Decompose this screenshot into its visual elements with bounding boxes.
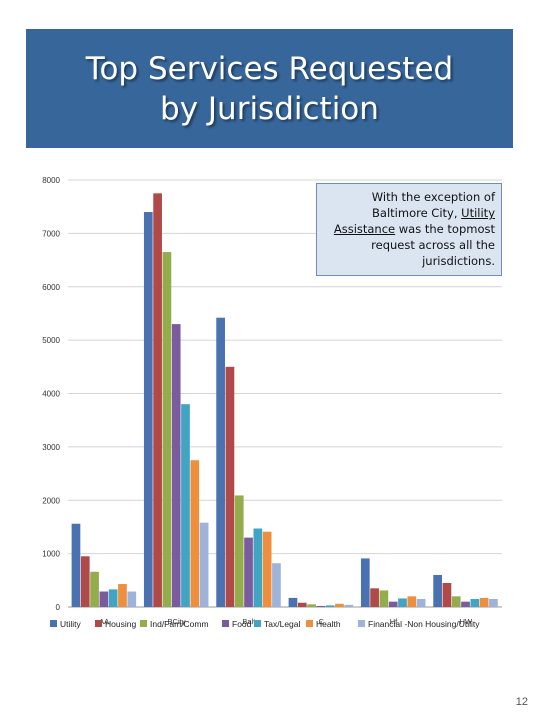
legend-label: Health — [316, 619, 341, 629]
bar — [479, 597, 489, 607]
bar — [153, 193, 162, 607]
bar — [398, 598, 407, 607]
bar — [244, 537, 253, 607]
y-axis-ticks: 0 1000 2000 3000 4000 5000 6000 7000 8000 — [42, 176, 60, 612]
bar — [344, 604, 354, 607]
bar — [162, 252, 172, 607]
bar — [199, 522, 209, 607]
bar — [316, 605, 326, 607]
bar — [307, 604, 316, 607]
x-tick-label: Balt — [242, 617, 256, 626]
bar — [80, 556, 90, 607]
x-axis-ticks: AA BCity Balt C Hf HW — [99, 617, 473, 626]
x-tick-label: C — [318, 617, 324, 626]
y-tick-label: 4000 — [42, 390, 60, 399]
x-tick-label: BCity — [168, 617, 186, 626]
y-tick-label: 1000 — [42, 550, 60, 559]
bar — [360, 558, 370, 607]
bar — [225, 366, 235, 607]
legend-swatch — [140, 620, 147, 627]
legend-swatch — [50, 620, 57, 627]
bar — [297, 602, 307, 607]
x-tick-label: Hf — [390, 617, 398, 626]
y-tick-label: 8000 — [42, 176, 60, 185]
bar — [171, 324, 181, 607]
bar — [379, 590, 389, 607]
legend-swatch — [222, 620, 229, 627]
bar — [442, 582, 452, 607]
legend-label: Financial -Non Housing/Utility — [368, 619, 480, 629]
x-tick-label: AA — [99, 617, 109, 626]
y-tick-label: 6000 — [42, 283, 60, 292]
bar — [461, 601, 470, 607]
y-tick-label: 3000 — [42, 443, 60, 452]
callout-text: With the exception of Baltimore City, Ut… — [323, 189, 495, 269]
bar — [99, 591, 109, 607]
bar — [272, 563, 281, 607]
legend-label: Food — [232, 619, 252, 629]
legend-label: Tax/Legal — [264, 619, 300, 629]
bar — [335, 603, 344, 607]
y-tick-label: 2000 — [42, 496, 60, 505]
bar — [416, 598, 426, 607]
bar — [143, 212, 153, 607]
legend-swatch — [358, 620, 365, 627]
bar — [90, 571, 99, 607]
legend-swatch — [306, 620, 313, 627]
bar — [325, 605, 335, 607]
bar — [253, 528, 263, 607]
page-title: Top Services Requested by Jurisdiction — [85, 50, 454, 127]
bar — [407, 596, 417, 607]
callout-text-before: With the exception of Baltimore City, — [371, 190, 495, 220]
bar — [108, 589, 118, 607]
bar — [118, 584, 127, 607]
legend-label: Housing — [105, 619, 136, 629]
bar — [451, 596, 461, 607]
bar — [262, 531, 272, 607]
bar — [388, 601, 398, 607]
bar — [181, 404, 190, 607]
bar — [127, 591, 137, 607]
bar — [216, 317, 225, 607]
legend-label: Utility — [60, 619, 82, 629]
page-number: 12 — [515, 696, 528, 708]
callout-box: With the exception of Baltimore City, Ut… — [316, 183, 502, 276]
bar — [288, 597, 298, 607]
legend: Utility Housing Ind/Fam/Comm Food Tax/Legal H… — [50, 619, 480, 629]
title-banner: Top Services Requested by Jurisdiction — [26, 29, 513, 148]
legend-label: Ind/Fam/Comm — [150, 619, 209, 629]
bar — [234, 495, 244, 607]
x-tick-label: HW — [460, 617, 473, 626]
bar — [433, 574, 442, 607]
bar — [190, 460, 200, 607]
bar — [470, 598, 480, 607]
y-tick-label: 0 — [56, 603, 61, 612]
bar — [489, 598, 498, 607]
gridlines — [68, 179, 502, 608]
legend-swatch — [254, 620, 261, 627]
y-tick-label: 7000 — [42, 229, 60, 238]
bar — [71, 523, 81, 607]
bar — [370, 588, 379, 607]
legend-swatch — [95, 620, 102, 627]
bars — [71, 193, 498, 607]
y-tick-label: 5000 — [42, 336, 60, 345]
callout-text-underlined: Utility Assistance — [333, 206, 495, 236]
callout-text-after: was the topmost request across all the j… — [371, 222, 495, 268]
